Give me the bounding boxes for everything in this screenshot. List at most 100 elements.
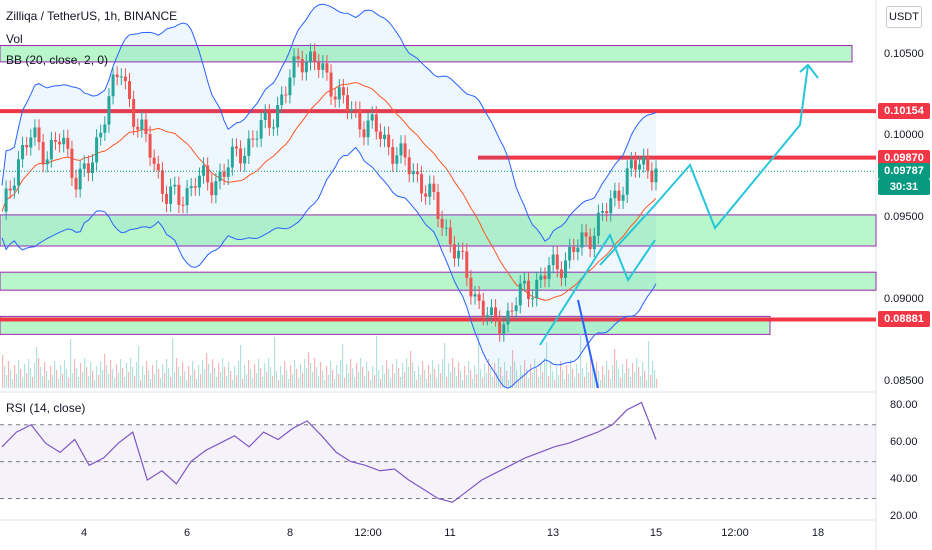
volume-bar	[512, 350, 514, 388]
volume-bar	[394, 373, 396, 388]
candle-body	[411, 171, 415, 175]
volume-bar	[202, 360, 204, 388]
volume-bar	[416, 380, 418, 388]
candle-body	[111, 74, 115, 97]
time-tick-label: 4	[80, 527, 88, 539]
volume-bar	[602, 366, 604, 388]
volume-bar	[358, 372, 360, 388]
volume-bar	[26, 373, 28, 388]
volume-bar	[522, 374, 524, 388]
candle-body	[197, 175, 201, 188]
volume-bar	[316, 367, 318, 388]
candle-body	[304, 62, 308, 73]
volume-bar	[98, 375, 100, 388]
volume-bar	[274, 337, 276, 388]
candle-body	[346, 95, 350, 111]
candle-body	[193, 186, 197, 188]
projection-path	[539, 232, 656, 346]
candle-body	[522, 280, 526, 284]
candle-body	[465, 251, 469, 278]
projection-arrowhead	[799, 63, 819, 79]
candle-body	[255, 138, 259, 140]
volume-bar	[182, 362, 184, 388]
volume-bar	[120, 359, 122, 388]
volume-bar	[570, 360, 572, 388]
volume-bar	[172, 338, 174, 388]
rsi-indicator-label[interactable]: RSI (14, close)	[6, 401, 86, 415]
volume-bar	[216, 377, 218, 388]
candle-body	[165, 193, 169, 204]
volume-bar	[72, 373, 74, 388]
candle-body	[292, 56, 296, 78]
volume-bar	[284, 361, 286, 388]
volume-bar	[448, 363, 450, 388]
currency-button[interactable]: USDT	[886, 6, 922, 28]
bb-basis-line	[1, 81, 657, 301]
volume-bar	[496, 372, 498, 388]
volume-bar	[334, 379, 336, 388]
volume-bar	[376, 336, 378, 388]
candle-body	[4, 188, 8, 212]
volume-bar	[492, 377, 494, 388]
candle-body	[90, 162, 94, 174]
candle-body	[103, 124, 107, 133]
volume-bar	[364, 376, 366, 388]
volume-bar	[12, 379, 14, 388]
volume-bar	[402, 363, 404, 388]
candle-body	[144, 119, 148, 135]
volume-bar	[276, 371, 278, 388]
candle-body	[210, 182, 214, 196]
volume-bar	[392, 364, 394, 388]
volume-bar	[384, 374, 386, 388]
candle-body	[510, 310, 514, 312]
volume-bar	[578, 373, 580, 388]
down-trend-line	[577, 299, 599, 389]
candle-body	[156, 163, 160, 171]
volume-bar	[352, 368, 354, 388]
volume-bar	[398, 368, 400, 388]
bb-indicator-label[interactable]: BB (20, close, 2, 0)	[6, 53, 109, 67]
candle-body	[78, 168, 82, 190]
candle-body	[251, 138, 255, 140]
volume-bar	[498, 358, 500, 388]
volume-bar	[378, 370, 380, 388]
candle-body	[547, 265, 551, 280]
volume-bar	[230, 371, 232, 388]
volume-bar	[6, 375, 8, 388]
vol-indicator-label[interactable]: Vol	[6, 32, 23, 46]
candle-body	[280, 94, 284, 106]
candle-body	[21, 145, 25, 160]
volume-bar	[232, 380, 234, 388]
volume-bar	[320, 362, 322, 388]
candle-body	[267, 112, 271, 128]
candle-body	[181, 204, 185, 206]
candle-body	[374, 114, 378, 132]
bb-band-fill	[2, 4, 656, 389]
volume-bar	[470, 370, 472, 388]
candle-body	[424, 193, 428, 197]
candle-body	[337, 87, 341, 100]
volume-bar	[322, 371, 324, 388]
volume-bar	[564, 379, 566, 388]
volume-bar	[312, 372, 314, 388]
candle-body	[107, 96, 111, 125]
candle-body	[49, 139, 53, 160]
volume-bar	[124, 377, 126, 388]
volume-bar	[294, 360, 296, 388]
candle-body	[29, 137, 33, 148]
volume-bar	[194, 370, 196, 388]
volume-bar	[542, 372, 544, 388]
volume-bar	[270, 367, 272, 388]
time-tick-label: 18	[811, 527, 825, 539]
candle-body	[514, 305, 518, 312]
volume-bar	[234, 366, 236, 388]
candle-body	[494, 307, 498, 319]
volume-bar	[24, 364, 26, 388]
candle-body	[448, 227, 452, 245]
candle-body	[605, 211, 609, 214]
price-tag: 0.09787	[878, 163, 930, 180]
volume-bar	[154, 374, 156, 388]
price-tag-countdown: 30:31	[878, 179, 930, 196]
volume-bar	[214, 368, 216, 388]
